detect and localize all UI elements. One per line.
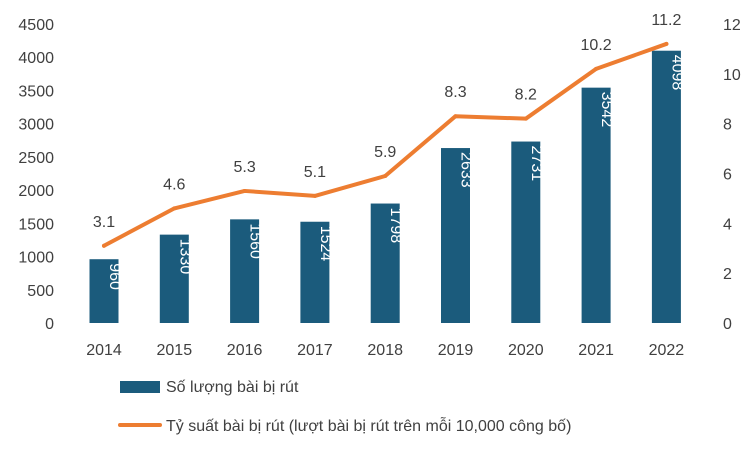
x-tick-label-2020: 2020: [508, 342, 544, 359]
left-tick-label-9: 4500: [18, 17, 54, 34]
bar-2014: [89, 259, 119, 323]
right-tick-label-1: 2: [723, 266, 732, 283]
bar-2018: [370, 203, 400, 323]
bar-labels: 960 1330 1560 1524 1798 2633 2731 3542 4098: [106, 55, 685, 290]
rate-value-label-2020: 8.2: [515, 87, 537, 104]
x-tick-label-2018: 2018: [367, 342, 403, 359]
legend: Số lượng bài bị rút Tỷ suất bài bị rút (…: [118, 379, 571, 435]
left-tick-label-2: 1000: [18, 250, 54, 267]
bar-2022: [651, 50, 681, 324]
bar-2016: [230, 219, 260, 323]
left-tick-label-3: 1500: [18, 216, 54, 233]
right-tick-label-2: 4: [723, 216, 732, 233]
rate-value-label-2021: 10.2: [581, 37, 612, 54]
bar-2019: [441, 148, 470, 323]
x-axis: 2014 2015 2016 2017 2018 2019 2020 2021 2022: [86, 342, 684, 359]
left-tick-label-1: 500: [27, 283, 54, 300]
rate-value-label-2015: 4.6: [163, 176, 185, 193]
bar-series: [89, 50, 681, 324]
rate-point-2022: [664, 41, 669, 46]
x-tick-label-2016: 2016: [227, 342, 263, 359]
x-tick-label-2015: 2015: [157, 342, 193, 359]
left-tick-label-6: 3000: [18, 117, 54, 134]
x-tick-label-2022: 2022: [649, 342, 685, 359]
x-tick-label-2017: 2017: [297, 342, 333, 359]
right-axis: 0 2 4 6 8 10 12: [723, 17, 741, 333]
rate-value-label-2017: 5.1: [304, 164, 326, 181]
bar-value-label-2016: 1560: [247, 223, 264, 259]
line-labels: 3.1 4.6 5.3 5.1 5.9 8.3 8.2 10.2 11.2: [93, 12, 682, 231]
rate-point-2016: [242, 188, 247, 193]
left-tick-label-0: 0: [45, 316, 54, 333]
legend-label-bars: Số lượng bài bị rút: [166, 379, 299, 396]
left-tick-label-7: 3500: [18, 83, 54, 100]
bar-value-label-2022: 4098: [668, 55, 685, 91]
bar-2017: [300, 221, 330, 323]
line-series: [102, 41, 669, 248]
rate-point-2014: [102, 243, 106, 248]
bar-value-label-2018: 1798: [387, 208, 404, 244]
rate-value-label-2016: 5.3: [233, 159, 255, 176]
right-tick-label-6: 12: [723, 17, 741, 34]
legend-label-line: Tỷ suất bài bị rút (lượt bài bị rút trên…: [166, 416, 571, 435]
rate-point-2017: [312, 193, 317, 198]
rate-point-2015: [172, 206, 177, 211]
rate-point-2018: [383, 173, 388, 178]
right-tick-label-4: 8: [723, 117, 732, 134]
rate-value-label-2014: 3.1: [93, 214, 115, 231]
x-tick-label-2021: 2021: [578, 342, 614, 359]
bar-value-label-2020: 2731: [528, 146, 545, 182]
legend-swatch-bars: [120, 381, 160, 393]
rate-point-2020: [523, 116, 528, 121]
bar-2015: [159, 234, 189, 323]
bar-2020: [511, 141, 541, 323]
right-tick-label-0: 0: [723, 316, 732, 333]
x-tick-label-2014: 2014: [86, 342, 122, 359]
right-tick-label-5: 10: [723, 67, 741, 84]
rate-value-label-2018: 5.9: [374, 144, 396, 161]
x-tick-label-2019: 2019: [438, 342, 474, 359]
rate-value-label-2019: 8.3: [444, 84, 466, 101]
bar-value-label-2019: 2633: [458, 152, 475, 188]
rate-point-2019: [453, 114, 458, 119]
left-tick-label-5: 2500: [18, 150, 54, 167]
rate-point-2021: [594, 66, 599, 71]
left-tick-label-4: 2000: [18, 183, 54, 200]
bar-value-label-2015: 1330: [176, 239, 193, 275]
left-axis: 0 500 1000 1500 2000 2500 3000 3500 4000 4500: [18, 17, 54, 333]
bar-value-label-2017: 1524: [317, 226, 334, 262]
bar-2021: [581, 87, 611, 323]
left-tick-label-8: 4000: [18, 50, 54, 67]
rate-value-label-2022: 11.2: [651, 12, 681, 29]
bar-value-label-2014: 960: [106, 263, 123, 290]
bar-value-label-2021: 3542: [598, 92, 615, 128]
right-tick-label-3: 6: [723, 167, 732, 184]
